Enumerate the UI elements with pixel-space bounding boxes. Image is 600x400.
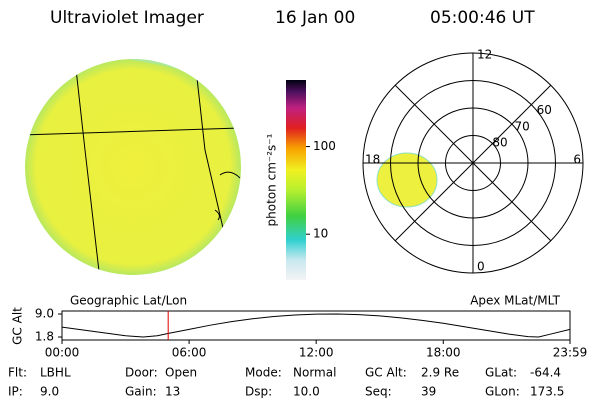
lat-circle [417,107,529,219]
x-tick-label: 23:59 [553,346,588,360]
colorbar-tick-label: 100 [313,139,336,153]
info-value: LBHL [40,366,71,380]
lat-circle [390,80,556,246]
mlt-label: 12 [477,48,492,62]
colorbar [286,80,306,280]
info-label: Dsp: [245,385,272,399]
x-tick-label: 00:00 [45,346,80,360]
y-tick-label: 1.8 [35,330,54,344]
x-tick-label: 06:00 [172,346,207,360]
title: Ultraviolet Imager [50,8,204,28]
time: 05:00:46 UT [430,8,535,28]
altitude-line [61,313,571,338]
info-value: 13 [165,385,180,399]
info-value: 39 [421,385,436,399]
y-axis-label: GC Alt [11,307,25,345]
info-value: Open [165,366,197,380]
earth-image [25,59,241,275]
info-value: 10.0 [293,385,320,399]
panel-label: Apex MLat/MLT [470,294,560,308]
info-label: Mode: [245,366,282,380]
info-label: GLon: [485,385,520,399]
x-tick-label: 12:00 [299,346,334,360]
x-tick-label: 18:00 [426,346,461,360]
lat-label: 80 [492,136,507,150]
mlt-label: 18 [365,153,380,167]
panel-label: Geographic Lat/Lon [70,294,187,308]
date: 16 Jan 00 [275,8,355,28]
colorbar-tick-label: 10 [313,227,328,241]
info-label: Seq: [365,385,392,399]
lat-label: 60 [537,103,552,117]
info-value: 173.5 [530,385,564,399]
lat-circle [445,135,501,191]
info-label: Door: [125,366,158,380]
colorbar-label: photon cm⁻²s⁻¹ [265,133,279,226]
info-label: GC Alt: [365,366,407,380]
mlt-label: 0 [477,260,485,274]
info-value: Normal [293,366,336,380]
info-label: GLat: [485,366,517,380]
info-value: -64.4 [530,366,561,380]
info-label: Gain: [125,385,157,399]
info-value: 2.9 Re [421,366,459,380]
mlt-label: 6 [573,153,581,167]
lat-label: 70 [514,119,529,133]
info-label: IP: [8,385,23,399]
info-value: 9.0 [40,385,59,399]
y-tick-label: 9.0 [35,307,54,321]
info-label: Flt: [8,366,27,380]
oval-image [376,152,438,208]
plot-frame [61,310,571,341]
